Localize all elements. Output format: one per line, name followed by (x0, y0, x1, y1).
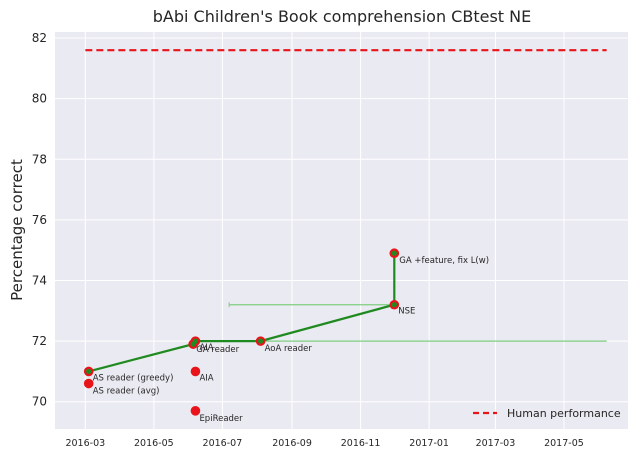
y-tick-label: 70 (32, 395, 47, 409)
sota-marker (258, 338, 264, 344)
legend-label: Human performance (507, 407, 621, 420)
data-point (190, 406, 201, 416)
legend: Human performance (473, 407, 621, 420)
y-tick-label: 78 (32, 152, 47, 166)
y-tick-label: 76 (32, 213, 47, 227)
x-tick-label: 2016-11 (341, 438, 381, 449)
plot-background (55, 32, 628, 429)
sota-line (88, 253, 396, 373)
point-label: AoA reader (265, 344, 313, 354)
point-label: GA reader (196, 345, 239, 355)
point-label: AIA (199, 343, 213, 353)
point-label: AS reader (avg) (93, 387, 160, 397)
y-axis-ticks: 70 72 74 76 78 80 82 (32, 31, 47, 409)
y-tick-label: 74 (32, 274, 47, 288)
x-tick-label: 2016-07 (203, 438, 243, 449)
point-label: NSE (398, 307, 415, 317)
x-tick-label: 2016-03 (65, 438, 105, 449)
x-tick-label: 2017-01 (409, 438, 449, 449)
sota-marker (391, 250, 397, 256)
x-axis-ticks: 2016-03 2016-05 2016-07 2016-09 2016-11 2017-… (65, 438, 583, 449)
x-tick-label: 2016-09 (272, 438, 312, 449)
y-tick-label: 72 (32, 334, 47, 348)
chart-title: bAbi Children's Book comprehension CBtes… (153, 7, 531, 26)
x-tick-label: 2017-05 (544, 438, 584, 449)
point-label: AS reader (greedy) (93, 373, 174, 383)
point-label: GA +feature, fix L(w) (399, 256, 489, 266)
sota-marker (391, 302, 397, 308)
y-axis-label: Percentage correct (8, 159, 26, 301)
x-tick-label: 2016-05 (134, 438, 174, 449)
y-tick-label: 80 (32, 92, 47, 106)
data-point (190, 366, 201, 377)
grid (55, 32, 628, 429)
data-points (83, 248, 400, 416)
sota-marker (86, 368, 92, 375)
point-label: EpiReader (199, 414, 243, 424)
point-label: AIA (199, 373, 213, 383)
sota-marker (192, 338, 199, 344)
x-tick-label: 2017-03 (476, 438, 516, 449)
y-tick-label: 82 (32, 31, 47, 45)
data-point (83, 378, 94, 389)
sota-polyline (88, 253, 396, 373)
